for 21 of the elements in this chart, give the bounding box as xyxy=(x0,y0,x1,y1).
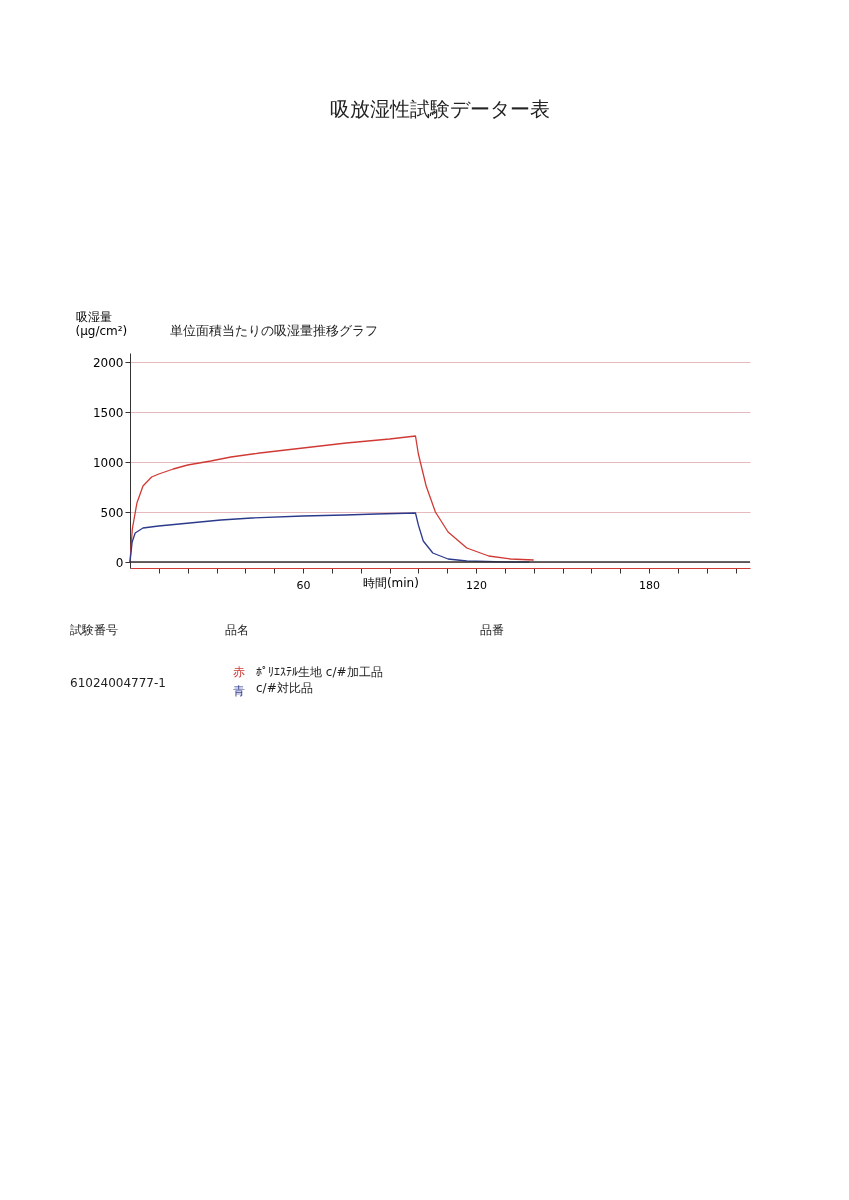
line-series xyxy=(129,435,535,563)
chart-subtitle: 単位面積当たりの吸湿量推移グラフ xyxy=(170,323,378,338)
x-tick-label: 120 xyxy=(466,578,488,592)
text: 赤 xyxy=(233,665,245,679)
text: 青 xyxy=(233,684,245,698)
y-tick-label: 1000 xyxy=(92,455,124,470)
y-tick-label: 0 xyxy=(115,555,124,570)
y-axis-title: 吸湿量 (μg/cm²) xyxy=(75,309,128,338)
chart-title: 吸放湿性試験データー表 xyxy=(330,97,550,121)
text: 品番 xyxy=(480,623,504,637)
y-tick-label: 1500 xyxy=(92,405,124,420)
y-tick-label: 500 xyxy=(100,505,124,520)
text: c/#対比品 xyxy=(256,681,313,695)
text: 試験番号 xyxy=(70,623,118,637)
y-tick-label: 2000 xyxy=(92,355,124,370)
x-axis-title: 時間(min) xyxy=(362,575,419,590)
text: 61024004777-1 xyxy=(70,676,166,690)
text: ﾎﾟﾘｴｽﾃﾙ生地 c/#加工品 xyxy=(256,665,383,679)
text: 品名 xyxy=(225,623,249,637)
x-tick-label: 180 xyxy=(639,578,661,592)
x-tick-label: 60 xyxy=(296,578,311,592)
